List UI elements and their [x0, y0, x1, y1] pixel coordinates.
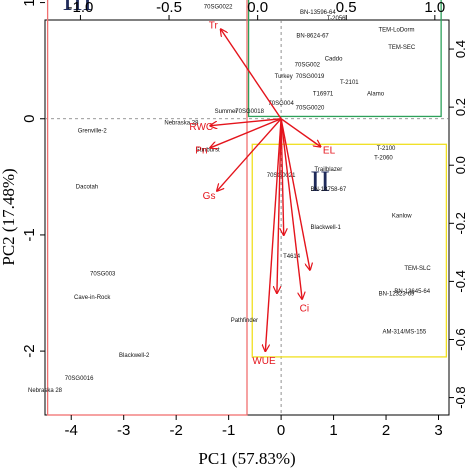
- sample-label: Blackwell-1: [311, 225, 342, 231]
- loading-arrow: [210, 118, 282, 148]
- right-tick-label: -0.8: [453, 386, 468, 408]
- top-tick-label: -0.5: [156, 0, 182, 16]
- sample-label: T-2056: [327, 16, 346, 22]
- sample-label: 70SG0022: [204, 4, 233, 10]
- sample-label: 70SG0018: [235, 109, 264, 115]
- sample-label: Blackwell-2: [119, 353, 150, 359]
- loading-arrow: [280, 118, 310, 270]
- x-tick-label: -1: [222, 422, 235, 439]
- sample-label: T-2101: [340, 80, 359, 86]
- sample-label: 70SG0020: [296, 105, 325, 111]
- group-label-3: III: [63, 0, 93, 17]
- loading-label-rwc: RWC: [189, 122, 213, 133]
- group-box-3: [46, 0, 248, 416]
- sample-label: Alamo: [367, 92, 385, 98]
- group-boxes: IIIIII: [46, 0, 448, 416]
- x-tick-label: -4: [65, 422, 78, 439]
- right-tick-label: 0.0: [453, 156, 468, 174]
- loading-label-tr: Tr: [209, 20, 219, 31]
- loading-label-pn: Pn: [195, 145, 207, 156]
- sample-label: Trailblazer: [314, 167, 342, 173]
- sample-label: BN-13645-64: [394, 289, 430, 295]
- sample-label: BN-18758-67: [310, 187, 346, 193]
- x-tick-label: -3: [117, 422, 130, 439]
- right-tick-label: -0.2: [453, 212, 468, 234]
- sample-label: AM-314/MS-155: [383, 330, 427, 336]
- sample-label: 70SG0019: [296, 74, 325, 80]
- sample-label: 70SG004: [268, 101, 294, 107]
- top-tick-label: -1.0: [68, 0, 94, 16]
- sample-label: T-2060: [374, 155, 393, 161]
- right-tick-label: 0.4: [453, 40, 468, 58]
- sample-label: Nebraska 28: [164, 121, 199, 127]
- sample-label: 70SG0021: [267, 173, 296, 179]
- group-box-2: [251, 143, 448, 358]
- loading-label-ci: Ci: [300, 304, 309, 315]
- sample-label: BN-8624-67: [296, 33, 329, 39]
- x-tick-label: 1: [329, 422, 337, 439]
- sample-label: Kanlow: [392, 214, 412, 220]
- group-label-2: II: [310, 165, 330, 198]
- sample-label: 70SG0016: [65, 376, 94, 382]
- loading-arrow: [210, 118, 282, 126]
- sample-label: BN-12323-69: [379, 291, 415, 297]
- sample-label: Dacotah: [76, 184, 98, 190]
- sample-label: Grenville-2: [78, 129, 108, 135]
- x-axis-title: PC1 (57.83%): [198, 449, 295, 468]
- x-tick-label: 2: [382, 422, 390, 439]
- sample-label: T-2100: [377, 146, 396, 152]
- loading-label-gs: Gs: [203, 191, 216, 202]
- sample-labels: ForestburgGrenville-2Dacotah70SG003Cave-…: [28, 4, 431, 394]
- x-tick-label: 0: [277, 422, 285, 439]
- y-axis-title: PC2 (17.48%): [0, 168, 18, 265]
- loading-arrow: [281, 118, 284, 235]
- right-tick-label: -0.4: [453, 270, 468, 292]
- sample-label: TEM-SEC: [388, 45, 416, 51]
- reference-lines: [45, 20, 449, 415]
- sample-label: Summer: [215, 109, 238, 115]
- sample-label: BN-13596-64: [300, 10, 336, 16]
- loading-arrow: [221, 29, 282, 120]
- sample-label: Cave-in-Rock: [74, 295, 111, 301]
- sample-label: Turkey: [275, 74, 293, 80]
- sample-label: Sunburst: [196, 147, 220, 153]
- sample-label: Pathfinder: [231, 318, 258, 324]
- sample-label: TEM-LoDorm: [379, 28, 415, 34]
- loading-label-wue: WUE: [252, 356, 276, 367]
- axes: -4 -3 -2 -1 0 1 2 3 -2 -1 0 1 -1.0 -0.5 0.0 0.5 1.0 -0.8 -…: [21, 0, 468, 439]
- loading-arrow: [217, 118, 282, 191]
- sample-label: T4614: [283, 254, 301, 260]
- y-tick-label: -1: [21, 228, 38, 241]
- sample-label: 70SG003: [90, 272, 116, 278]
- loading-arrow: [280, 118, 302, 299]
- loading-arrow: [280, 118, 320, 147]
- sample-label: 70SG002: [295, 62, 321, 68]
- group-box-1: [247, 0, 442, 118]
- top-tick-label: 0.5: [336, 0, 357, 16]
- loading-arrow: [277, 118, 282, 293]
- sample-label: T16971: [313, 92, 334, 98]
- loading-arrow: [265, 118, 282, 351]
- right-tick-label: 0.2: [453, 98, 468, 116]
- x-tick-label: 3: [434, 422, 442, 439]
- loading-label-el: EL: [323, 145, 336, 156]
- y-tick-label: 1: [21, 0, 38, 7]
- x-tick-label: -2: [169, 422, 182, 439]
- top-tick-label: 0.0: [247, 0, 268, 16]
- right-tick-label: -0.6: [453, 328, 468, 350]
- sample-label: Caddo: [325, 57, 343, 63]
- loading-vectors: Tr RWC Pn Gs EL Ci WUE: [189, 20, 335, 367]
- y-tick-label: 0: [21, 115, 38, 123]
- y-tick-label: -2: [21, 344, 38, 357]
- sample-label: TEM-SLC: [404, 266, 431, 272]
- sample-label: Nebraska 28: [28, 388, 63, 394]
- top-tick-label: 1.0: [424, 0, 445, 16]
